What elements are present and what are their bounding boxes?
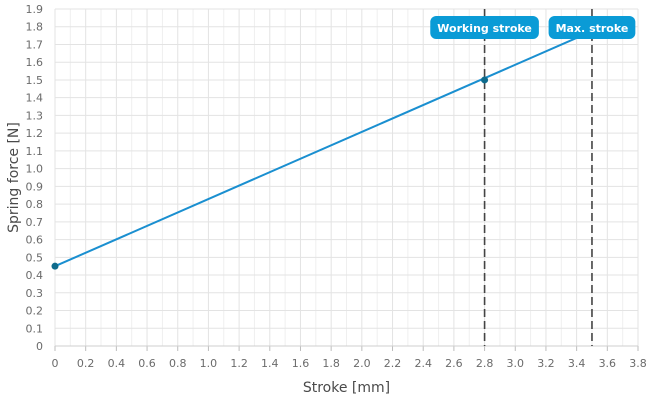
y-tick-label: 1.9 — [26, 3, 44, 16]
y-tick-label: 0 — [36, 340, 43, 353]
series-layer — [51, 30, 593, 270]
x-tick-label: 0.4 — [108, 357, 126, 370]
x-tick-label: 0.6 — [138, 357, 156, 370]
y-tick-label: 1.7 — [26, 38, 44, 51]
reference-tag-label: Max. stroke — [556, 22, 629, 35]
x-tick-label: 2.4 — [414, 357, 432, 370]
y-tick-labels: 0 0.1 0.2 0.3 0.4 0.5 0.6 0.7 0.8 0.9 1.0 1.1 1.2 1.3… — [26, 3, 44, 353]
y-tick-label: 0.9 — [26, 180, 44, 193]
y-tick-label: 1.3 — [26, 109, 44, 122]
x-tick-label: 3.0 — [507, 357, 525, 370]
y-axis-title: Spring force [N] — [6, 122, 22, 233]
reference-tag-box — [430, 16, 539, 39]
reference-tag: Max. stroke — [548, 16, 636, 39]
y-tick-label: 0.1 — [26, 322, 44, 335]
reference-tag-box — [548, 16, 636, 39]
x-tick-label: 2.2 — [384, 357, 402, 370]
y-tick-label: 1.8 — [26, 21, 44, 34]
y-tick-label: 0.4 — [26, 269, 44, 282]
x-tick-label: 3.6 — [599, 357, 617, 370]
x-tick-label: 1.6 — [292, 357, 310, 370]
y-tick-label: 1.5 — [26, 74, 44, 87]
y-tick-label: 0.2 — [26, 305, 44, 318]
y-tick-label: 1.2 — [26, 127, 44, 140]
x-tick-label: 0.8 — [169, 357, 187, 370]
y-tick-label: 1.0 — [26, 163, 44, 176]
y-tick-label: 0.5 — [26, 251, 44, 264]
x-tick-label: 0 — [52, 357, 59, 370]
x-tick-label: 2.6 — [445, 357, 463, 370]
reference-tag-label: Working stroke — [437, 22, 532, 35]
grid — [54, 8, 639, 351]
y-tick-label: 0.8 — [26, 198, 44, 211]
y-tick-label: 0.7 — [26, 216, 44, 229]
series-line — [54, 30, 593, 268]
data-point — [481, 76, 489, 84]
x-axis-title: Stroke [mm] — [303, 380, 390, 396]
data-point — [51, 262, 59, 270]
x-tick-label: 1.4 — [261, 357, 279, 370]
x-tick-label: 0.2 — [77, 357, 95, 370]
reference-lines — [483, 9, 593, 346]
y-tick-label: 1.4 — [26, 92, 44, 105]
y-tick-label: 0.6 — [26, 234, 44, 247]
x-tick-label: 2.8 — [476, 357, 494, 370]
x-tick-label: 1.2 — [230, 357, 248, 370]
x-tick-label: 3.4 — [568, 357, 586, 370]
y-tick-label: 1.1 — [26, 145, 44, 158]
reference-tags: Working stroke Max. stroke — [430, 16, 636, 39]
reference-tag: Working stroke — [430, 16, 539, 39]
x-tick-label: 3.8 — [629, 357, 647, 370]
x-tick-labels: 0 0.2 0.4 0.6 0.8 1.0 1.2 1.4 1.6 1.8 2.0 2.2 2.4 2.6… — [52, 357, 647, 370]
y-tick-label: 0.3 — [26, 287, 44, 300]
x-tick-label: 2.0 — [353, 357, 371, 370]
y-tick-label: 1.6 — [26, 56, 44, 69]
x-tick-label: 1.8 — [322, 357, 340, 370]
x-tick-label: 3.2 — [537, 357, 555, 370]
x-tick-label: 1.0 — [200, 357, 218, 370]
